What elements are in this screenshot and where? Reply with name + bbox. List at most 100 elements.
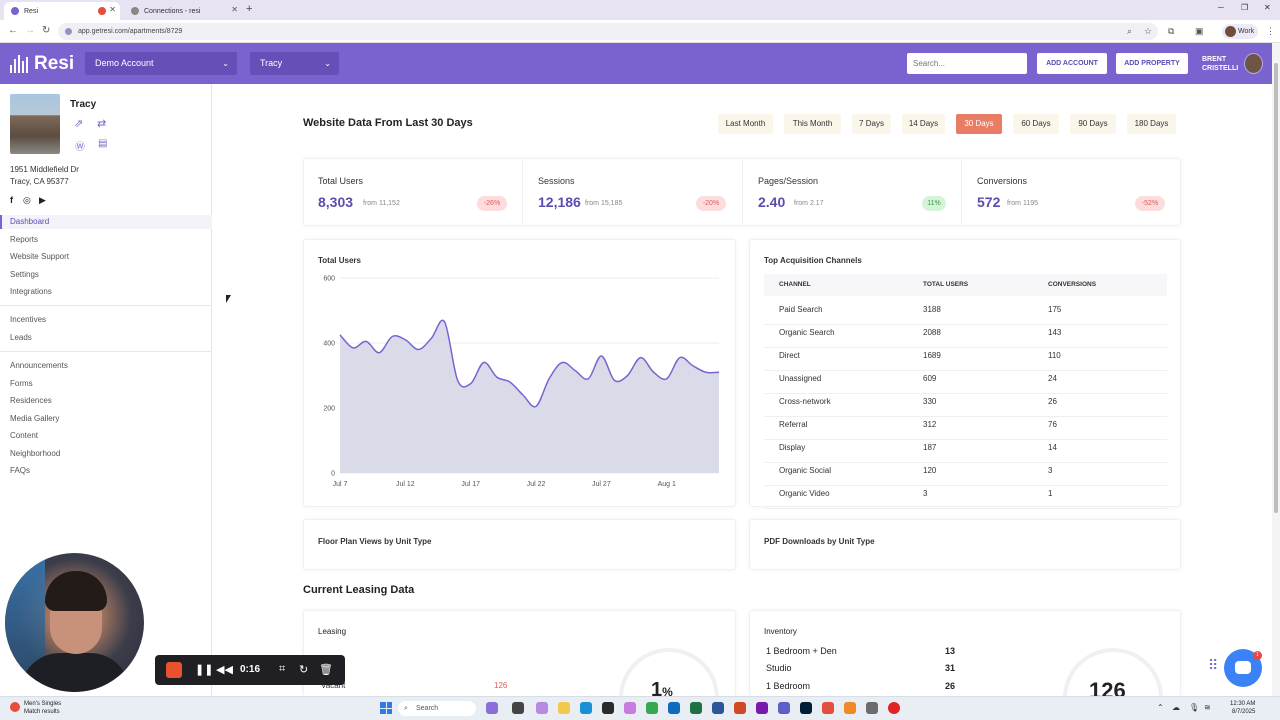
sidebar-item-announcements[interactable]: Announcements (10, 361, 68, 370)
add-property-button[interactable]: ADD PROPERTY (1116, 53, 1188, 74)
settings-icon[interactable] (866, 702, 878, 714)
url-text: app.getresi.com/apartments/8729 (78, 28, 183, 35)
wordpress-icon[interactable]: Ⓦ (75, 142, 85, 153)
edge-icon[interactable] (580, 702, 592, 714)
maximize-icon[interactable]: ❐ (1241, 3, 1249, 12)
windows-start-icon[interactable] (380, 702, 392, 714)
chrome-icon[interactable] (646, 702, 658, 714)
photoshop-icon[interactable] (800, 702, 812, 714)
store-icon[interactable] (602, 702, 614, 714)
recorder-app-icon[interactable] (888, 702, 900, 714)
widgets-app-icon[interactable] (486, 702, 498, 714)
y-tick-label: 0 (331, 471, 335, 478)
minimize-icon[interactable]: ─ (1218, 3, 1224, 12)
sync-icon[interactable]: ⇄ (97, 118, 107, 130)
sidebar-item-leads[interactable]: Leads (10, 333, 32, 342)
powerpoint-icon[interactable] (734, 702, 746, 714)
profile-button[interactable]: Work (1222, 24, 1258, 39)
tab-connections[interactable]: Connections - resi ✕ (124, 2, 242, 20)
sidebar-item-incentives[interactable]: Incentives (10, 315, 47, 324)
grid-icon[interactable]: ⌗ (279, 663, 286, 675)
scrollbar-thumb[interactable] (1274, 63, 1278, 513)
account-dropdown[interactable]: Demo Account ⌄ (85, 52, 237, 75)
page-scrollbar[interactable] (1272, 43, 1280, 696)
reload-icon[interactable]: ↻ (42, 25, 51, 36)
user-avatar[interactable] (1244, 53, 1263, 74)
app-icon[interactable] (624, 702, 636, 714)
instagram-icon[interactable]: ◎ (23, 195, 31, 205)
app-icon[interactable] (822, 702, 834, 714)
tab-resi[interactable]: Resi ✕ (4, 2, 120, 20)
range-60-days[interactable]: 60 Days (1013, 114, 1059, 134)
layout-icon[interactable]: ▤ (98, 138, 108, 149)
sidebar-item-settings[interactable]: Settings (10, 270, 39, 279)
outlook-icon[interactable] (668, 702, 680, 714)
chat-bubble-icon (1235, 661, 1251, 674)
sidebar-item-reports[interactable]: Reports (10, 235, 39, 244)
property-dropdown[interactable]: Tracy ⌄ (250, 52, 339, 75)
range-7-days[interactable]: 7 Days (852, 114, 891, 134)
range-last-month[interactable]: Last Month (718, 114, 773, 134)
search-input[interactable] (907, 53, 1027, 74)
sidebar-item-forms[interactable]: Forms (10, 379, 33, 388)
cloud-icon[interactable]: ☁ (1172, 703, 1180, 712)
sidebar-item-media-gallery[interactable]: Media Gallery (10, 414, 60, 423)
url-field[interactable]: app.getresi.com/apartments/8729 (58, 23, 1158, 40)
range-30-days[interactable]: 30 Days (956, 114, 1002, 134)
sidebar-item-neighborhood[interactable]: Neighborhood (10, 449, 61, 458)
sidebar-item-residences[interactable]: Residences (10, 396, 52, 405)
site-info-icon[interactable] (65, 28, 72, 35)
globe-favicon-icon (131, 7, 139, 15)
range-this-month[interactable]: This Month (784, 114, 841, 134)
close-tab-icon[interactable]: ✕ (109, 5, 116, 14)
excel-icon[interactable] (690, 702, 702, 714)
youtube-icon[interactable]: ▶ (39, 195, 46, 205)
onenote-icon[interactable] (756, 702, 768, 714)
side-panel-icon[interactable]: ▣ (1195, 26, 1204, 36)
zoom-icon[interactable]: ⌕ (1127, 26, 1133, 36)
taskbar-clock[interactable]: 12:30 AM 8/7/2025 (1230, 700, 1255, 716)
close-tab-icon[interactable]: ✕ (231, 5, 238, 14)
teams-icon[interactable] (778, 702, 790, 714)
apps-grid-icon[interactable]: ⠿ (1208, 657, 1219, 673)
sidebar-item-integrations[interactable]: Integrations (10, 287, 52, 296)
copilot-icon[interactable] (536, 702, 548, 714)
news-widget[interactable]: Men's Singles Match results (10, 700, 61, 716)
floorplan-title: Floor Plan Views by Unit Type (318, 537, 432, 546)
range-14-days[interactable]: 14 Days (902, 114, 945, 134)
user-name[interactable]: BRENT CRISTELLI (1202, 55, 1238, 73)
forward-icon[interactable]: → (25, 25, 35, 36)
word-icon[interactable] (712, 702, 724, 714)
trash-icon[interactable]: 🗑 (319, 664, 333, 676)
restart-icon[interactable]: ↻ (299, 664, 309, 676)
file-explorer-icon[interactable] (558, 702, 570, 714)
sidebar-item-faqs[interactable]: FAQs (10, 466, 31, 475)
app-icon[interactable] (844, 702, 856, 714)
sidebar-item-dashboard[interactable]: Dashboard (10, 217, 50, 226)
resi-logo[interactable]: Resi (10, 53, 74, 75)
range-180-days[interactable]: 180 Days (1127, 114, 1176, 134)
range-90-days[interactable]: 90 Days (1070, 114, 1116, 134)
stop-recording-button[interactable] (166, 662, 182, 678)
wifi-icon[interactable]: ≋ (1204, 703, 1211, 712)
new-tab-icon[interactable]: + (246, 3, 253, 15)
bookmark-star-icon[interactable]: ☆ (1144, 26, 1153, 36)
sidebar-item-content[interactable]: Content (10, 431, 39, 440)
table-row-divider (764, 393, 1167, 394)
mic-icon[interactable]: 🎙 (1189, 703, 1200, 712)
pause-icon[interactable]: ❚❚ (195, 664, 214, 676)
close-window-icon[interactable]: ✕ (1264, 3, 1271, 12)
taskbar-search[interactable]: ⌕ Search (398, 701, 476, 716)
mouse-cursor-icon (226, 295, 231, 303)
facebook-icon[interactable]: f (10, 195, 13, 205)
rewind-icon[interactable]: ◀◀ (216, 664, 233, 676)
external-link-icon[interactable]: ⇗ (74, 118, 84, 130)
back-icon[interactable]: ← (8, 25, 18, 36)
browser-menu-icon[interactable]: ⋮ (1266, 26, 1275, 36)
sidebar-item-website-support[interactable]: Website Support (10, 252, 69, 261)
task-view-icon[interactable] (512, 702, 524, 714)
extensions-icon[interactable]: ⧉ (1168, 26, 1175, 36)
add-account-button[interactable]: ADD ACCOUNT (1037, 53, 1107, 74)
tray-chevron-icon[interactable]: ⌃ (1157, 703, 1164, 712)
conversions-cell: 24 (1048, 374, 1057, 383)
